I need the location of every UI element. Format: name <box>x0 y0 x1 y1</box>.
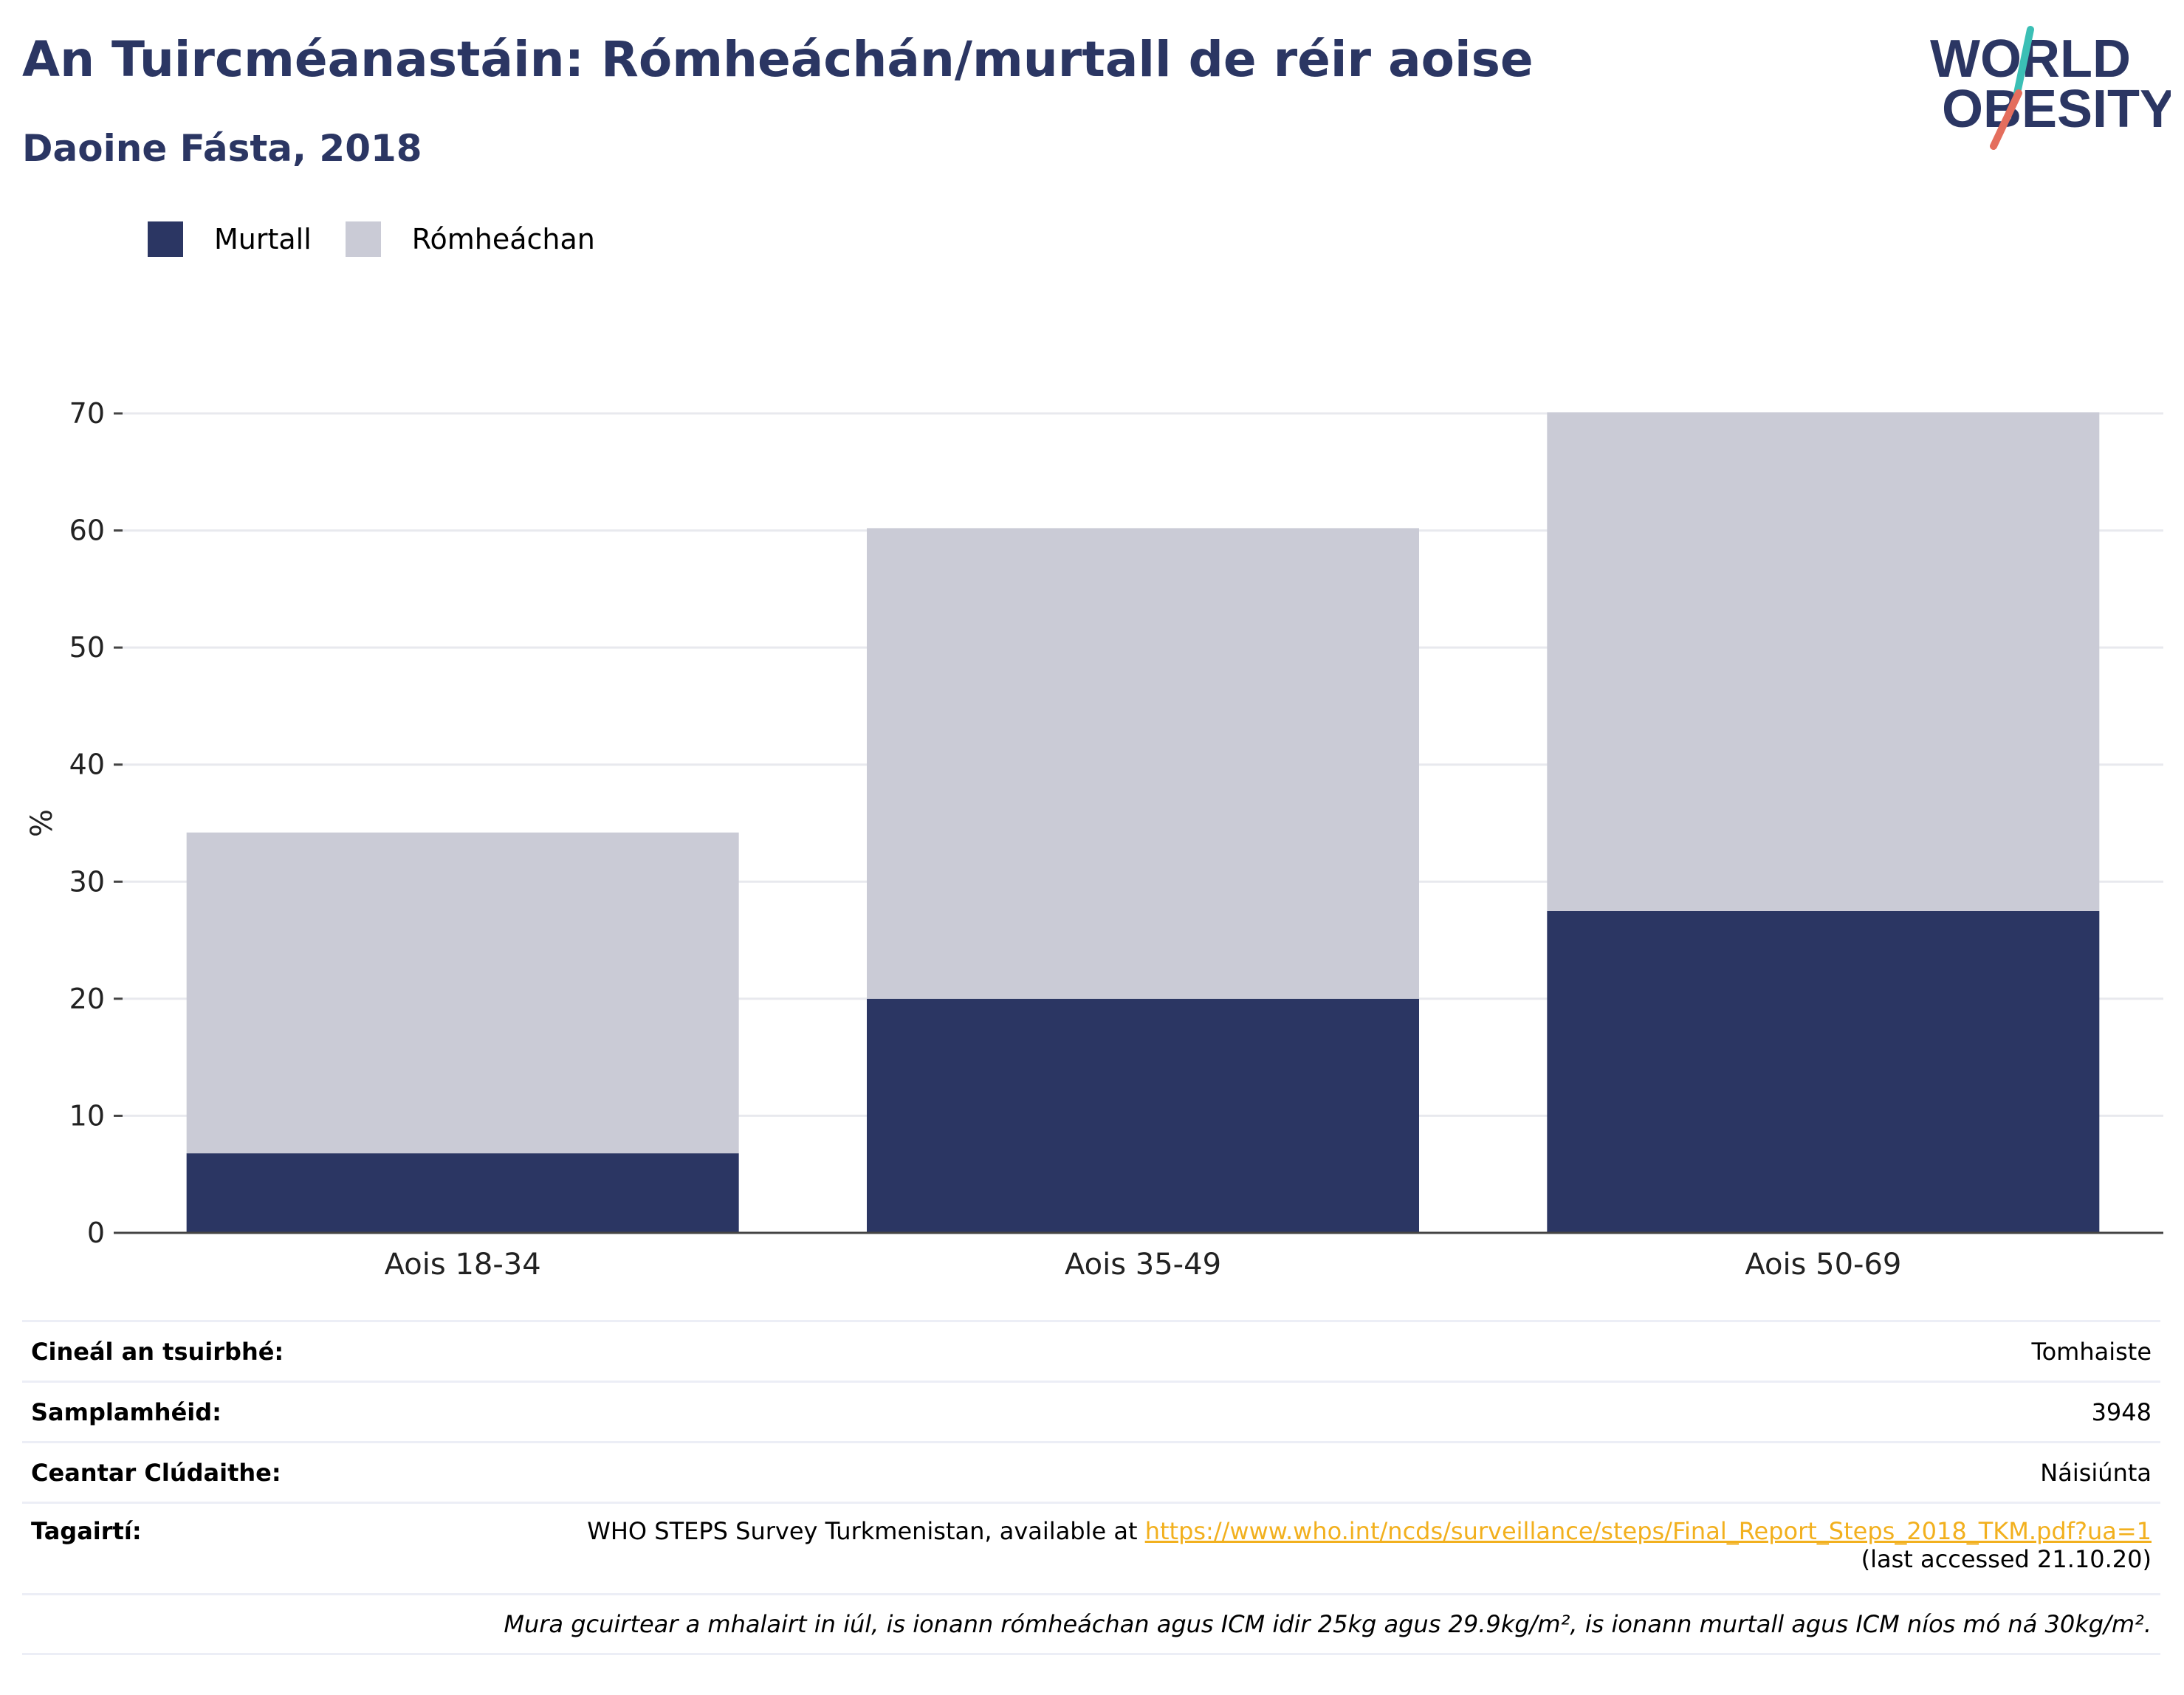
bar-overweight-2 <box>867 528 1419 999</box>
world-obesity-logo: WORLD OBESITY <box>1930 26 2171 150</box>
y-tick-label: 70 <box>69 397 105 430</box>
reference-accessed: (last accessed 21.10.20) <box>1861 1545 2152 1573</box>
bar-obese-3 <box>1547 910 2100 1233</box>
legend-swatch-overweight <box>345 221 381 257</box>
x-tick-label: Aois 50-69 <box>1745 1248 1901 1282</box>
y-tick-label: 60 <box>69 515 105 547</box>
logo-word-obesity: OBESITY <box>1942 80 2171 139</box>
sample-size-value: 3948 <box>2091 1397 2152 1426</box>
reference-link[interactable]: https://www.who.int/ncds/surveillance/st… <box>1144 1517 2152 1545</box>
legend-swatch-obese <box>148 221 183 257</box>
legend-label-obese: Murtall <box>214 223 312 255</box>
y-tick-label: 0 <box>87 1217 105 1249</box>
references-label: Tagairtí: <box>31 1517 142 1545</box>
bar-overweight-1 <box>186 832 739 1154</box>
y-tick-label: 20 <box>69 983 105 1015</box>
y-tick-label: 50 <box>69 631 105 664</box>
coverage-label: Ceantar Clúdaithe: <box>31 1458 281 1487</box>
info-row-references: Tagairtí: WHO STEPS Survey Turkmenistan,… <box>22 1502 2160 1593</box>
survey-type-value: Tomhaiste <box>2031 1337 2152 1366</box>
y-tick-label: 30 <box>69 865 105 898</box>
info-row-sample-size: Samplamhéid: 3948 <box>22 1381 2160 1441</box>
survey-info-table: Cineál an tsuirbhé: Tomhaiste Samplamhéi… <box>22 1320 2160 1655</box>
logo-slash-coral <box>1990 89 2022 150</box>
bar-overweight-3 <box>1547 412 2100 911</box>
legend-item-overweight[interactable]: Rómheáchan <box>345 221 595 257</box>
footnote: Mura gcuirtear a mhalairt in iúl, is ion… <box>504 1610 2152 1638</box>
coverage-value: Náisiúnta <box>2040 1458 2152 1487</box>
x-tick-label: Aois 35-49 <box>1065 1248 1221 1282</box>
x-tick-label: Aois 18-34 <box>385 1248 541 1282</box>
legend: Murtall Rómheáchan <box>148 220 629 258</box>
info-row-footnote: Mura gcuirtear a mhalairt in iúl, is ion… <box>22 1593 2160 1655</box>
bar-obese-2 <box>867 998 1419 1233</box>
legend-item-obese[interactable]: Murtall <box>148 221 312 257</box>
sample-size-label: Samplamhéid: <box>31 1397 222 1426</box>
survey-type-label: Cineál an tsuirbhé: <box>31 1337 284 1366</box>
y-axis-label: % <box>25 809 59 837</box>
legend-label-overweight: Rómheáchan <box>411 223 595 255</box>
bar-obese-1 <box>186 1153 739 1233</box>
y-tick-label: 40 <box>69 749 105 781</box>
y-tick-label: 10 <box>69 1099 105 1132</box>
reference-text: WHO STEPS Survey Turkmenistan, available… <box>587 1517 1145 1545</box>
info-row-coverage: Ceantar Clúdaithe: Náisiúnta <box>22 1441 2160 1502</box>
logo-slash-teal <box>2013 26 2034 97</box>
references-value: WHO STEPS Survey Turkmenistan, available… <box>587 1517 2152 1573</box>
info-row-survey-type: Cineál an tsuirbhé: Tomhaiste <box>22 1320 2160 1381</box>
chart-subtitle: Daoine Fásta, 2018 <box>22 127 422 170</box>
chart-title: An Tuircméanastáin: Rómheáchán/murtall d… <box>22 31 1534 88</box>
stacked-bar-chart: 0 10 20 30 40 50 60 70% Aois 18-34 Aois 35-49 Aois… <box>25 397 2163 1282</box>
